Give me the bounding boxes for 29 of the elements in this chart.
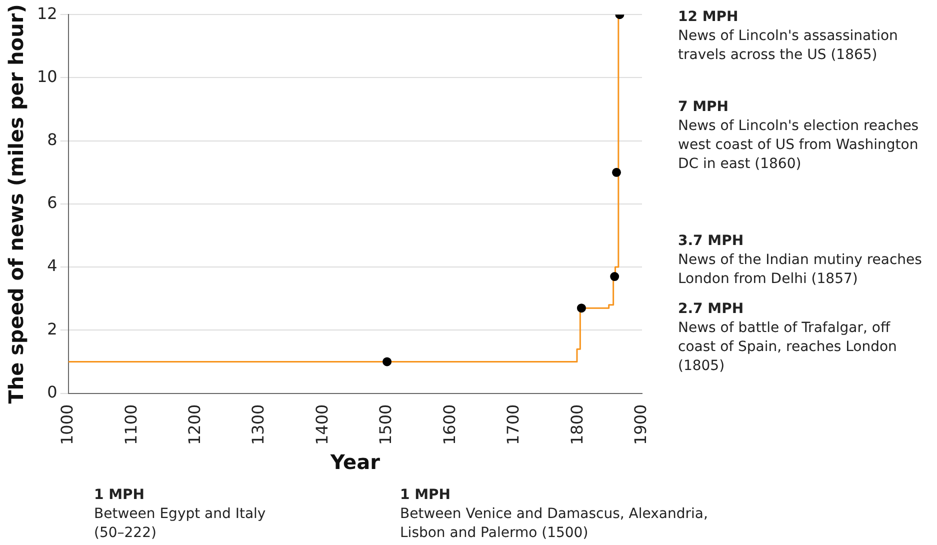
x-tick-label: 1100 bbox=[121, 404, 140, 445]
x-tick-label: 1600 bbox=[440, 404, 459, 445]
y-tick-label: 0 bbox=[47, 382, 58, 402]
y-tick-label: 6 bbox=[47, 193, 58, 212]
x-tick-label: 1800 bbox=[567, 404, 586, 445]
y-tick-label: 12 bbox=[37, 4, 58, 23]
y-axis-title: The speed of news (miles per hour) bbox=[4, 4, 28, 404]
x-tick-label: 1400 bbox=[312, 404, 332, 445]
text: 7 MPH News of Lincoln's election reaches west coast of US from Washington DC in east (1860) bbox=[678, 98, 919, 174]
x-tick-label: 1300 bbox=[248, 404, 268, 445]
x-tick-label: 1200 bbox=[184, 404, 204, 445]
text: 1 MPH Between Egypt and Italy (50–222) bbox=[94, 486, 266, 543]
x-tick-label: 1500 bbox=[376, 404, 396, 445]
text: 1 MPH Between Venice and Damascus, Alexandria, Lisbon and Palermo (1500) bbox=[400, 486, 708, 543]
text: 12 MPH News of Lincoln's assassination travels across the US (1865) bbox=[678, 8, 898, 65]
x-tick-label: 1900 bbox=[631, 404, 650, 445]
x-axis-title: Year bbox=[329, 450, 380, 474]
point bbox=[612, 168, 622, 177]
x-tick-label: 1000 bbox=[58, 404, 77, 445]
point bbox=[382, 357, 392, 366]
y-tick-label: 4 bbox=[47, 256, 58, 276]
y-tick-label: 2 bbox=[47, 319, 58, 338]
y-tick-label: 10 bbox=[37, 66, 58, 86]
text: 3.7 MPH News of the Indian mutiny reaches London from Delhi (1857) bbox=[678, 232, 922, 289]
text: 2.7 MPH News of battle of Trafalgar, off coast of Spain, reaches London (1805) bbox=[678, 300, 897, 376]
y-tick-label: 8 bbox=[47, 130, 58, 149]
point bbox=[576, 304, 586, 313]
point bbox=[610, 272, 620, 282]
x-tick-label: 1700 bbox=[504, 404, 523, 445]
